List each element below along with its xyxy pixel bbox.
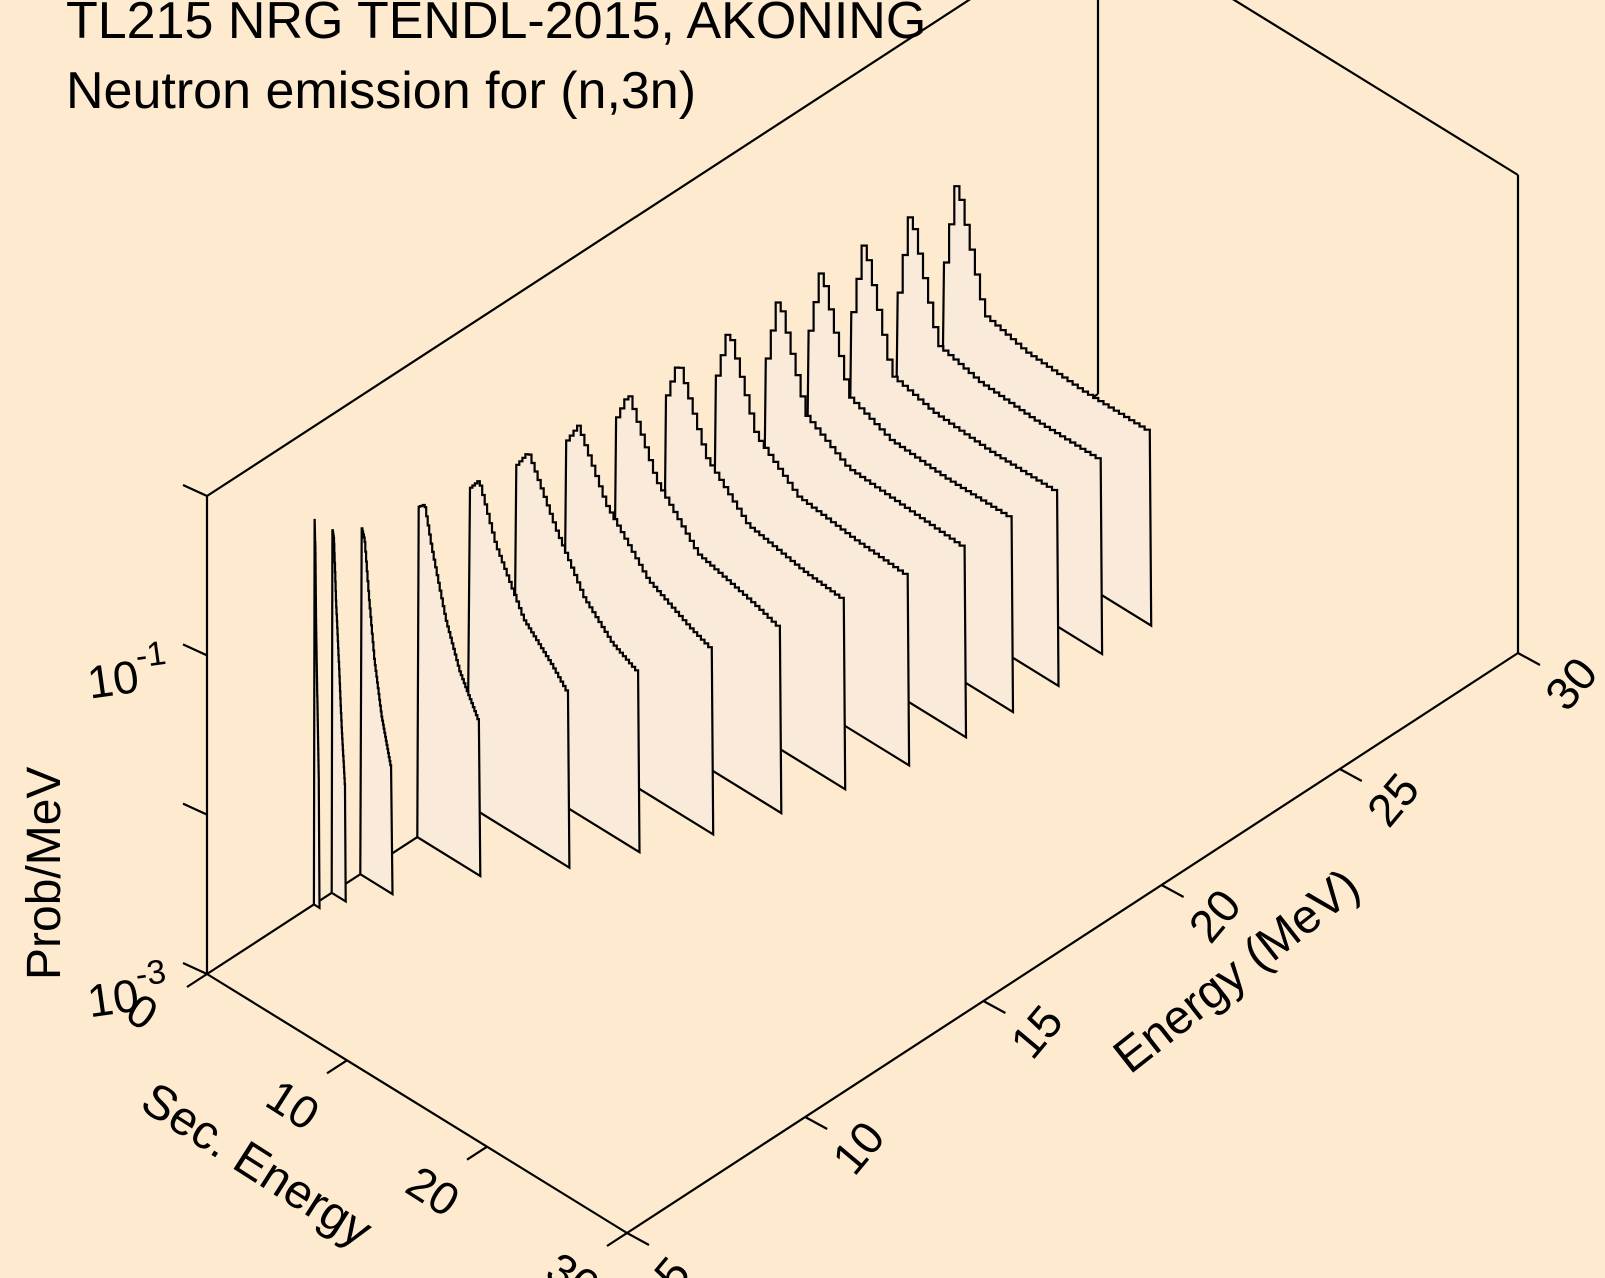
x-axis-line <box>206 973 628 1234</box>
series-curve-8.5 <box>330 529 347 904</box>
x-tick-label-10: 10 <box>257 1069 328 1140</box>
y-tick-label-5: 5 <box>644 1247 700 1278</box>
box-back-edges <box>206 0 1100 497</box>
y-tick-10 <box>804 1116 828 1130</box>
series-curve-10.9 <box>416 503 482 878</box>
z-tick-1 <box>182 484 208 497</box>
x-tick-0 <box>186 973 208 988</box>
y-tick-label-15: 15 <box>1000 995 1073 1068</box>
z-tick-0.001 <box>182 962 208 975</box>
series-curves <box>312 185 1153 910</box>
y-axis-title: Energy (MeV) <box>1104 859 1369 1084</box>
chart-title: TL215 NRG TENDL-2015, AKONING <box>66 0 926 50</box>
z-tick-0.01 <box>182 802 208 816</box>
y-tick-30 <box>1517 652 1541 666</box>
plot-box-front <box>205 496 1519 1234</box>
y-tick-5 <box>626 1232 650 1246</box>
x-tick-label-30: 30 <box>537 1242 608 1278</box>
chart-subtitle: Neutron emission for (n,3n) <box>66 62 696 120</box>
y-axis-line <box>626 652 1519 1234</box>
y-tick-20 <box>1161 884 1185 898</box>
y-tick-label-30: 30 <box>1535 647 1605 720</box>
series-curve-12.3 <box>466 480 571 870</box>
series-curve-8 <box>312 518 321 910</box>
y-tick-label-10: 10 <box>822 1111 895 1184</box>
box-top-right-edge <box>1232 0 1519 176</box>
x-tick-10 <box>326 1059 348 1075</box>
y-tick-25 <box>1339 768 1363 782</box>
z-tick-label-0.1: 10-1 <box>82 634 172 709</box>
x-axis-title: Sec. Energy <box>132 1073 381 1258</box>
x-tick-30 <box>606 1232 628 1247</box>
z-axis-title: Prob/MeV <box>18 767 71 980</box>
x-tick-label-20: 20 <box>397 1155 468 1226</box>
z-tick-label-0.001: 10-3 <box>82 953 172 1028</box>
series-curve-9.3 <box>359 527 394 897</box>
y-tick-15 <box>982 1000 1006 1014</box>
x-tick-20 <box>466 1145 488 1161</box>
z-tick-0.1 <box>182 643 208 657</box>
y-tick-label-25: 25 <box>1357 763 1430 836</box>
